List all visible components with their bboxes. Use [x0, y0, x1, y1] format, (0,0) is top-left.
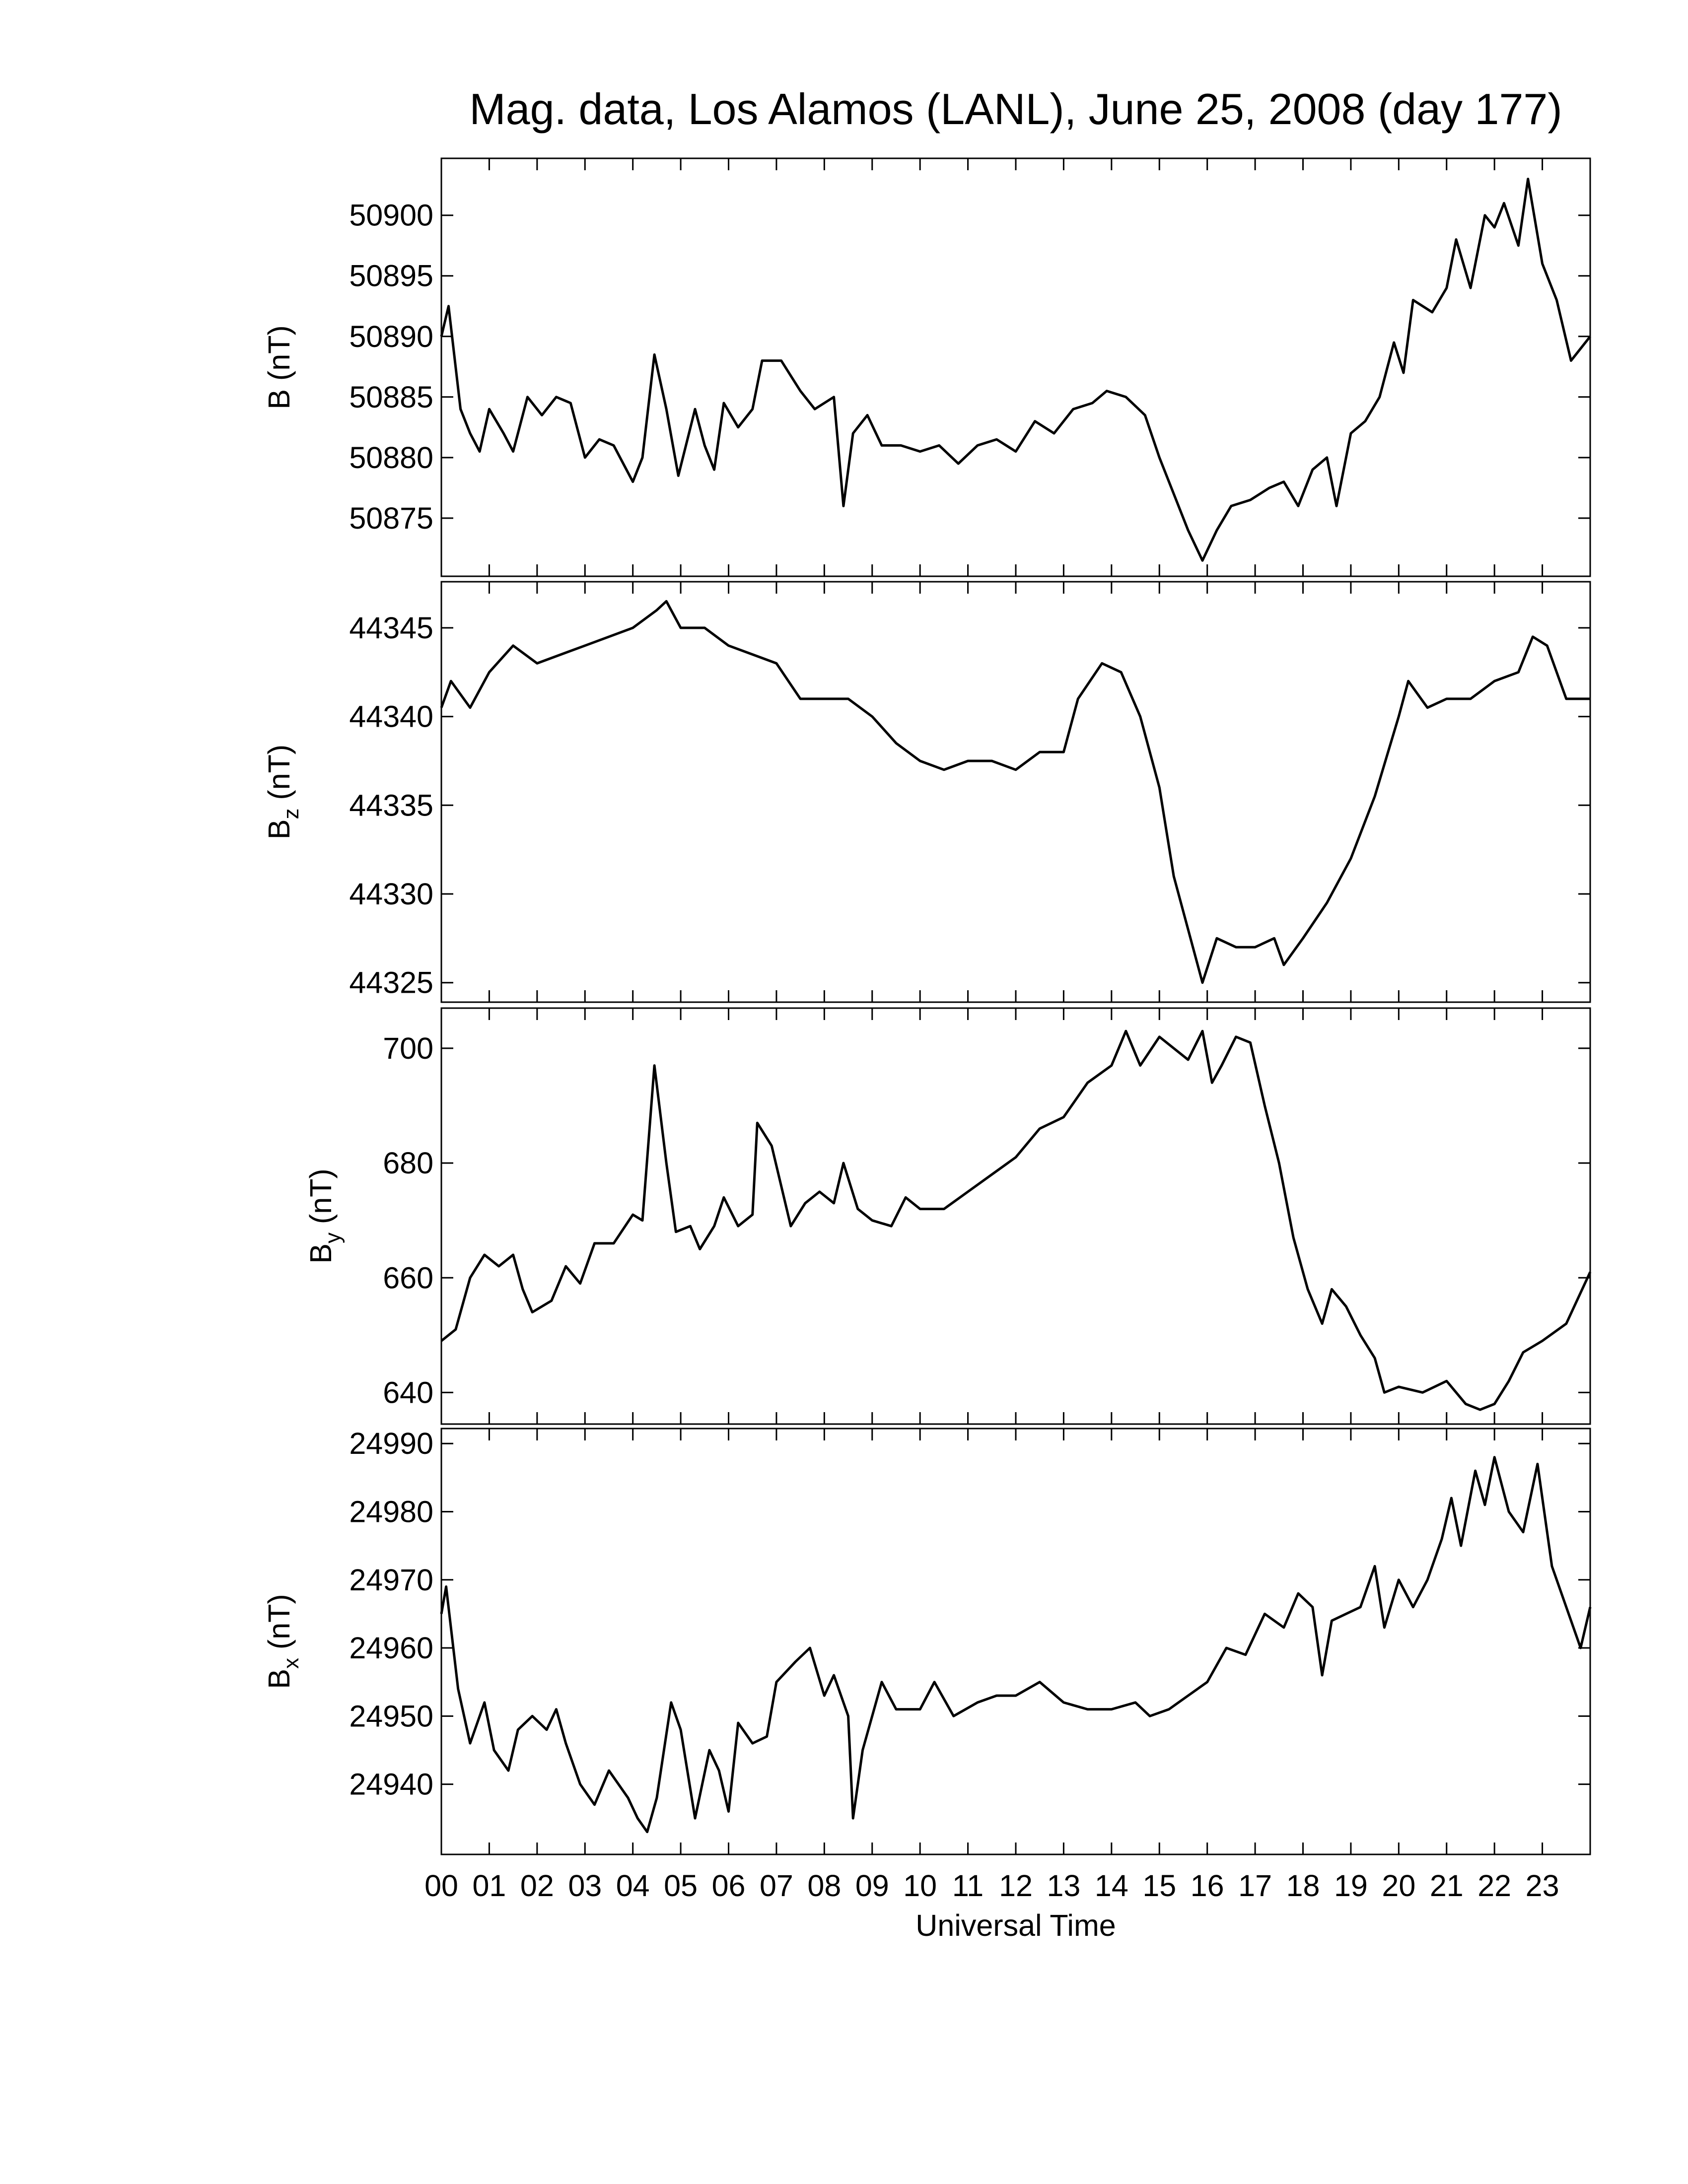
- y-tick-label: 660: [383, 1261, 433, 1295]
- y-label-sub: x: [279, 1658, 303, 1669]
- y-tick-label: 50900: [349, 199, 433, 232]
- y-label-unit: (nT): [262, 745, 296, 800]
- x-tick-label: 08: [807, 1869, 841, 1903]
- y-tick-label: 24960: [349, 1631, 433, 1665]
- x-tick-label: 17: [1238, 1869, 1272, 1903]
- y-tick-label: 24970: [349, 1563, 433, 1597]
- y-label-sub: z: [279, 809, 303, 819]
- y-tick-label: 44345: [349, 611, 433, 645]
- y-label-main: B: [262, 819, 296, 840]
- y-tick-label: 24950: [349, 1699, 433, 1733]
- x-tick-label: 22: [1477, 1869, 1511, 1903]
- x-tick-label: 09: [855, 1869, 889, 1903]
- y-tick-label: 50880: [349, 441, 433, 475]
- y-axis-label: Bz (nT): [262, 745, 303, 839]
- data-line: [440, 1029, 1592, 1411]
- x-tick-label: 05: [664, 1869, 698, 1903]
- plot-frame: [440, 157, 1591, 577]
- y-axis-label: Bx (nT): [262, 1594, 303, 1689]
- x-axis-label: Universal Time: [915, 1909, 1116, 1942]
- plot-frame: [440, 1428, 1591, 1855]
- x-tick-label: 19: [1334, 1869, 1368, 1903]
- x-tick-label: 12: [999, 1869, 1033, 1903]
- y-axis-label: B (nT): [262, 325, 296, 409]
- y-axis-label: By (nT): [304, 1168, 345, 1263]
- y-label-space: [262, 800, 296, 809]
- x-tick-label: 01: [472, 1869, 506, 1903]
- y-tick-label: 700: [383, 1031, 433, 1065]
- y-tick-label: 50895: [349, 259, 433, 293]
- y-label-space: [262, 381, 296, 389]
- y-tick-label: 24980: [349, 1495, 433, 1528]
- y-label-sub: y: [321, 1232, 345, 1243]
- y-tick-label: 44335: [349, 788, 433, 822]
- y-tick-label: 44330: [349, 877, 433, 911]
- y-label-main: B: [262, 389, 296, 410]
- x-tick-label: 21: [1430, 1869, 1464, 1903]
- x-tick-label: 10: [903, 1869, 937, 1903]
- x-tick-label: 16: [1191, 1869, 1224, 1903]
- x-tick-label: 02: [520, 1869, 554, 1903]
- y-label-unit: (nT): [304, 1168, 338, 1224]
- y-label-space: [304, 1224, 338, 1232]
- x-tick-label: 15: [1142, 1869, 1176, 1903]
- x-tick-label: 14: [1095, 1869, 1128, 1903]
- x-tick-label: 04: [616, 1869, 650, 1903]
- x-tick-label: 20: [1382, 1869, 1415, 1903]
- x-tick-label: 07: [760, 1869, 793, 1903]
- y-label-unit: (nT): [262, 325, 296, 381]
- x-tick-label: 13: [1047, 1869, 1080, 1903]
- y-tick-label: 50890: [349, 320, 433, 353]
- y-tick-label: 44340: [349, 700, 433, 734]
- y-tick-label: 680: [383, 1146, 433, 1180]
- y-tick-label: 24940: [349, 1768, 433, 1801]
- plot-frame: [440, 581, 1591, 1003]
- x-tick-label: 18: [1286, 1869, 1320, 1903]
- data-line: [440, 1456, 1592, 1834]
- y-tick-label: 44325: [349, 966, 433, 1000]
- y-tick-label: 24990: [349, 1427, 433, 1460]
- y-tick-label: 50885: [349, 380, 433, 414]
- x-tick-label: 06: [712, 1869, 746, 1903]
- x-tick-label: 11: [952, 1869, 984, 1903]
- y-tick-label: 640: [383, 1375, 433, 1409]
- chart-title: Mag. data, Los Alamos (LANL), June 25, 2…: [469, 84, 1562, 134]
- y-label-unit: (nT): [262, 1594, 296, 1649]
- data-line: [440, 178, 1591, 562]
- x-tick-label: 03: [568, 1869, 602, 1903]
- y-label-main: B: [304, 1243, 338, 1264]
- data-line: [440, 600, 1590, 984]
- y-label-space: [262, 1649, 296, 1658]
- plot-frame: [440, 1007, 1591, 1425]
- y-tick-label: 50875: [349, 501, 433, 535]
- x-tick-label: 23: [1526, 1869, 1559, 1903]
- y-label-main: B: [262, 1669, 296, 1689]
- x-tick-label: 00: [424, 1869, 458, 1903]
